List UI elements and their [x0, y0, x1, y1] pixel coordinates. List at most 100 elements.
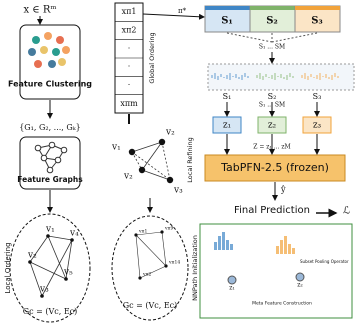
subset-range-top: S₁ ... SM — [259, 44, 285, 51]
subset-label: S₃ — [313, 92, 322, 101]
cluster-dot — [32, 36, 40, 44]
z-label: z₂ — [268, 121, 277, 131]
node-label: v₄ — [69, 229, 79, 239]
node-label: vπ1 — [138, 229, 147, 235]
meta-label: Meta Feature Construction — [252, 301, 312, 307]
graph-node — [61, 147, 67, 153]
order-cell: xπm — [120, 99, 138, 108]
arrow — [227, 33, 272, 42]
subset-label: S₁ — [221, 16, 233, 27]
graph-edge — [142, 142, 162, 170]
clustering-label: Feature Clustering — [8, 80, 92, 89]
graph-edge — [136, 235, 166, 266]
order-cell: · — [128, 81, 131, 90]
meta-z: z₁ — [229, 285, 235, 292]
global-ordering-label: Global Ordering — [148, 32, 156, 83]
graph-set: {G₁, G₂, ..., Gₖ} — [19, 123, 81, 132]
graph-node — [28, 260, 32, 264]
graph-edge — [136, 235, 140, 278]
graph-node — [134, 233, 137, 236]
node-label: vπ9 — [164, 226, 173, 232]
graph-edge — [132, 152, 170, 180]
graph-node — [167, 177, 173, 183]
order-cell: xπ1 — [122, 7, 137, 16]
node-label: v₃ — [173, 186, 183, 196]
graph-node — [138, 276, 141, 279]
cluster-dot — [48, 60, 56, 68]
cluster-dot — [28, 48, 36, 56]
local-ordering-label: Local Ordering — [4, 242, 12, 293]
graph-edge — [132, 142, 162, 152]
yhat: ŷ — [280, 185, 286, 194]
cluster-dot — [56, 36, 64, 44]
order-cell: · — [128, 44, 131, 53]
z-label: z₃ — [313, 121, 322, 131]
graph-edge — [48, 236, 72, 240]
graphs-label: Feature Graphs — [17, 175, 83, 184]
histogram-bar — [214, 242, 217, 250]
local-refining-label: Local Refining — [186, 137, 194, 182]
loss: ℒ — [343, 206, 350, 217]
graph-caption: Gc = (Vc, Ec) — [123, 301, 178, 310]
diagram: x ∈ Rᵐ Feature Clustering {G₁, G₂, ..., … — [0, 0, 359, 324]
graph-node — [159, 139, 165, 145]
graph-node — [139, 167, 145, 173]
connector — [143, 14, 204, 17]
subset-label: S₁ — [223, 92, 232, 101]
node-label: v₁ — [45, 225, 55, 235]
final-prediction: Final Prediction — [234, 205, 310, 216]
cluster-dot — [62, 46, 70, 54]
graph-node — [47, 167, 53, 173]
graph-node — [129, 149, 135, 155]
graph-edge — [162, 232, 166, 266]
subset-label: S₂ — [268, 92, 277, 101]
graph-caption: Gc = (Vc, Ec) — [23, 307, 78, 316]
cluster-dot — [40, 46, 48, 54]
node-label: v₃ — [39, 285, 49, 295]
graph-node — [160, 230, 163, 233]
meta-z: z₂ — [297, 282, 303, 289]
subset-header — [295, 6, 340, 10]
node-label: v₂ — [165, 128, 175, 138]
graph-node — [40, 294, 44, 298]
graph-node — [49, 142, 55, 148]
z-node — [296, 273, 304, 281]
nnpath-label: NNPath Initialization — [191, 235, 199, 301]
cluster-dot — [34, 60, 42, 68]
graph-node — [35, 145, 41, 151]
subset-label: S₃ — [311, 16, 323, 27]
input: x ∈ Rᵐ — [23, 5, 56, 16]
node-label: v₁ — [111, 143, 121, 153]
graph-node — [64, 277, 68, 281]
cluster-dot — [44, 32, 52, 40]
graph-edge — [162, 142, 170, 180]
subset-label: S₂ — [266, 16, 278, 27]
pi-star: π* — [178, 7, 187, 15]
histogram-bar — [284, 236, 287, 254]
graph-edge — [142, 170, 170, 180]
histogram-bar — [292, 248, 295, 254]
node-label: v₂ — [27, 251, 37, 261]
graph-node — [70, 238, 74, 242]
graph-node — [41, 155, 47, 161]
histogram-bar — [226, 240, 229, 250]
arrow — [272, 33, 317, 42]
order-cell: · — [128, 62, 131, 71]
model-label: TabPFN-2.5 (frozen) — [220, 161, 329, 174]
histogram-bar — [230, 244, 233, 250]
cluster-dot — [58, 58, 66, 66]
node-label: vπ2 — [142, 272, 151, 278]
graph-node — [164, 264, 167, 267]
node-label: v₅ — [63, 268, 73, 278]
histogram-bar — [222, 232, 225, 250]
z-node — [228, 276, 236, 284]
node-label: v₂ — [123, 172, 133, 182]
pool-label: Subset Pooling Operator — [300, 259, 349, 264]
histogram-bar — [276, 246, 279, 254]
order-cell: xπ2 — [122, 26, 137, 35]
graph-node — [55, 157, 61, 163]
histogram-bar — [288, 244, 291, 254]
subset-header — [250, 6, 295, 10]
histogram-bar — [280, 240, 283, 254]
subset-header — [205, 6, 250, 10]
